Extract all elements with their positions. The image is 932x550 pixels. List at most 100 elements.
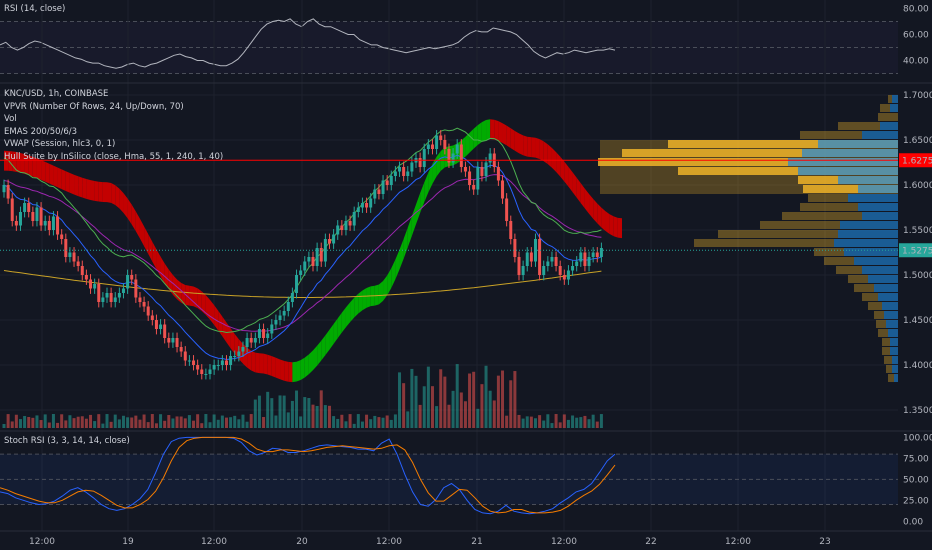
candle <box>538 239 542 275</box>
candle <box>14 221 18 226</box>
stoch-legend[interactable]: Stoch RSI (3, 3, 14, 14, close) <box>4 436 130 446</box>
vpvr-down-bar <box>598 158 788 166</box>
vpvr-up-bar <box>880 122 898 130</box>
vpvr-down-bar <box>803 185 858 193</box>
vpvr-down-bar <box>888 374 894 382</box>
hull-band-down-segment <box>609 214 614 237</box>
volume-bar <box>126 417 130 428</box>
vpvr-legend[interactable]: VPVR (Number Of Rows, 24, Up/Down, 70) <box>4 101 184 112</box>
volume-bar <box>336 418 340 428</box>
hull-band-up-segment <box>416 193 421 225</box>
hull-band-down-segment <box>144 226 149 254</box>
rsi-legend[interactable]: RSI (14, close) <box>4 4 66 14</box>
candle <box>311 257 315 266</box>
volume-bar <box>105 414 109 428</box>
hull-band-up-segment <box>391 259 396 288</box>
candle <box>546 261 550 266</box>
volume-bar <box>27 417 31 428</box>
volume-bar <box>249 414 253 428</box>
hull-band-up-segment <box>345 302 351 328</box>
hull-band-up-segment <box>341 307 346 333</box>
hull-band-down-segment <box>139 218 145 247</box>
hull-band-down-segment <box>617 217 622 239</box>
hull-band-down-segment <box>275 357 281 380</box>
vpvr-up-bar <box>884 311 898 319</box>
candle <box>525 252 529 266</box>
volume-bar <box>2 424 6 428</box>
vpvr-down-bar <box>862 293 878 301</box>
hull-band-up-segment <box>383 275 388 301</box>
hull-band-up-segment <box>366 286 371 308</box>
hull-band-down-segment <box>543 141 548 165</box>
time-tick-label: 20 <box>296 537 308 547</box>
vwap-legend[interactable]: VWAP (Session, hlc3, 0, 1) <box>4 139 116 149</box>
hull-legend[interactable]: Hull Suite by InSilico (close, Hma, 55, … <box>4 151 224 162</box>
hull-band-down-segment <box>584 188 590 214</box>
price-tick-label: 1.5000 <box>903 271 932 281</box>
candle <box>435 135 439 149</box>
vpvr-down-bar <box>800 131 862 139</box>
volume-bar <box>480 384 484 428</box>
stoch-tick-label: 50.00 <box>903 475 929 485</box>
candle <box>509 221 513 239</box>
volume-bar <box>196 414 200 428</box>
volume-bar <box>51 414 55 428</box>
hull-band-down-segment <box>111 183 116 205</box>
candle <box>505 198 509 221</box>
candle <box>327 239 331 244</box>
ema-50-line <box>3 174 602 332</box>
candle <box>113 297 117 302</box>
symbol-legend[interactable]: KNC/USD, 1h, COINBASE <box>4 89 109 99</box>
hull-band-up-segment <box>300 357 305 380</box>
hull-band-up-segment <box>321 335 326 361</box>
volume-legend[interactable]: Vol <box>4 114 17 124</box>
candle <box>344 221 348 230</box>
volume-bar <box>546 414 550 428</box>
candle <box>27 203 31 212</box>
price-tick-label: 1.6500 <box>903 136 932 146</box>
hull-band-down-segment <box>201 291 206 316</box>
volume-bar <box>406 411 410 428</box>
volume-bar <box>204 414 208 428</box>
volume-bar <box>245 421 249 428</box>
candle <box>159 324 163 329</box>
candle <box>501 180 505 199</box>
hull-band-up-segment <box>481 120 487 142</box>
candle <box>299 270 303 275</box>
hull-band-up-segment <box>399 238 404 270</box>
volume-bar <box>533 418 537 428</box>
volume-bar <box>290 400 294 428</box>
emas-legend[interactable]: EMAS 200/50/6/3 <box>4 126 78 137</box>
volume-bar <box>323 405 327 428</box>
vpvr-up-bar <box>840 221 898 229</box>
hull-band-down-segment <box>259 353 264 374</box>
vpvr-down-bar <box>678 167 798 175</box>
hull-band-down-segment <box>494 119 499 141</box>
hull-band-down-segment <box>98 181 103 202</box>
candle <box>249 338 253 343</box>
vpvr-down-bar <box>668 140 818 148</box>
volume-bar <box>171 418 175 428</box>
volume-bar <box>262 416 266 428</box>
candle <box>51 216 55 230</box>
vpvr-up-bar <box>862 131 898 139</box>
volume-bar <box>14 414 18 428</box>
candle <box>212 365 216 370</box>
volume-bar <box>60 414 64 428</box>
price-legend: KNC/USD, 1h, COINBASE VPVR (Number Of Ro… <box>4 88 223 163</box>
candle <box>340 225 344 230</box>
hull-band-down-segment <box>8 150 13 172</box>
price-tick-label: 1.4500 <box>903 316 932 326</box>
last-price-text: 1.5275 <box>902 246 932 256</box>
last-price-label <box>899 243 932 258</box>
hull-band-down-segment <box>123 193 128 219</box>
candle <box>365 203 369 208</box>
candle <box>233 356 237 357</box>
volume-bar <box>389 419 393 428</box>
price-pane <box>0 0 898 531</box>
hull-band-down-segment <box>65 171 70 193</box>
candle <box>484 162 488 176</box>
vpvr-up-bar <box>818 140 898 148</box>
vpvr-down-bar <box>878 329 888 337</box>
